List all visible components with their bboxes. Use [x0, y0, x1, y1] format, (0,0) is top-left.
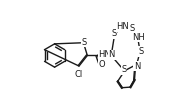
Text: S: S [121, 65, 127, 74]
Text: O: O [99, 60, 105, 69]
Text: HN: HN [98, 50, 111, 59]
Text: NH: NH [133, 33, 145, 42]
Text: Cl: Cl [74, 70, 83, 79]
Text: S: S [111, 29, 117, 38]
Text: N: N [134, 61, 140, 71]
Text: S: S [139, 47, 144, 56]
Text: HN: HN [117, 22, 129, 31]
Text: S: S [130, 24, 135, 33]
Text: N: N [109, 50, 115, 59]
Text: S: S [81, 38, 87, 47]
